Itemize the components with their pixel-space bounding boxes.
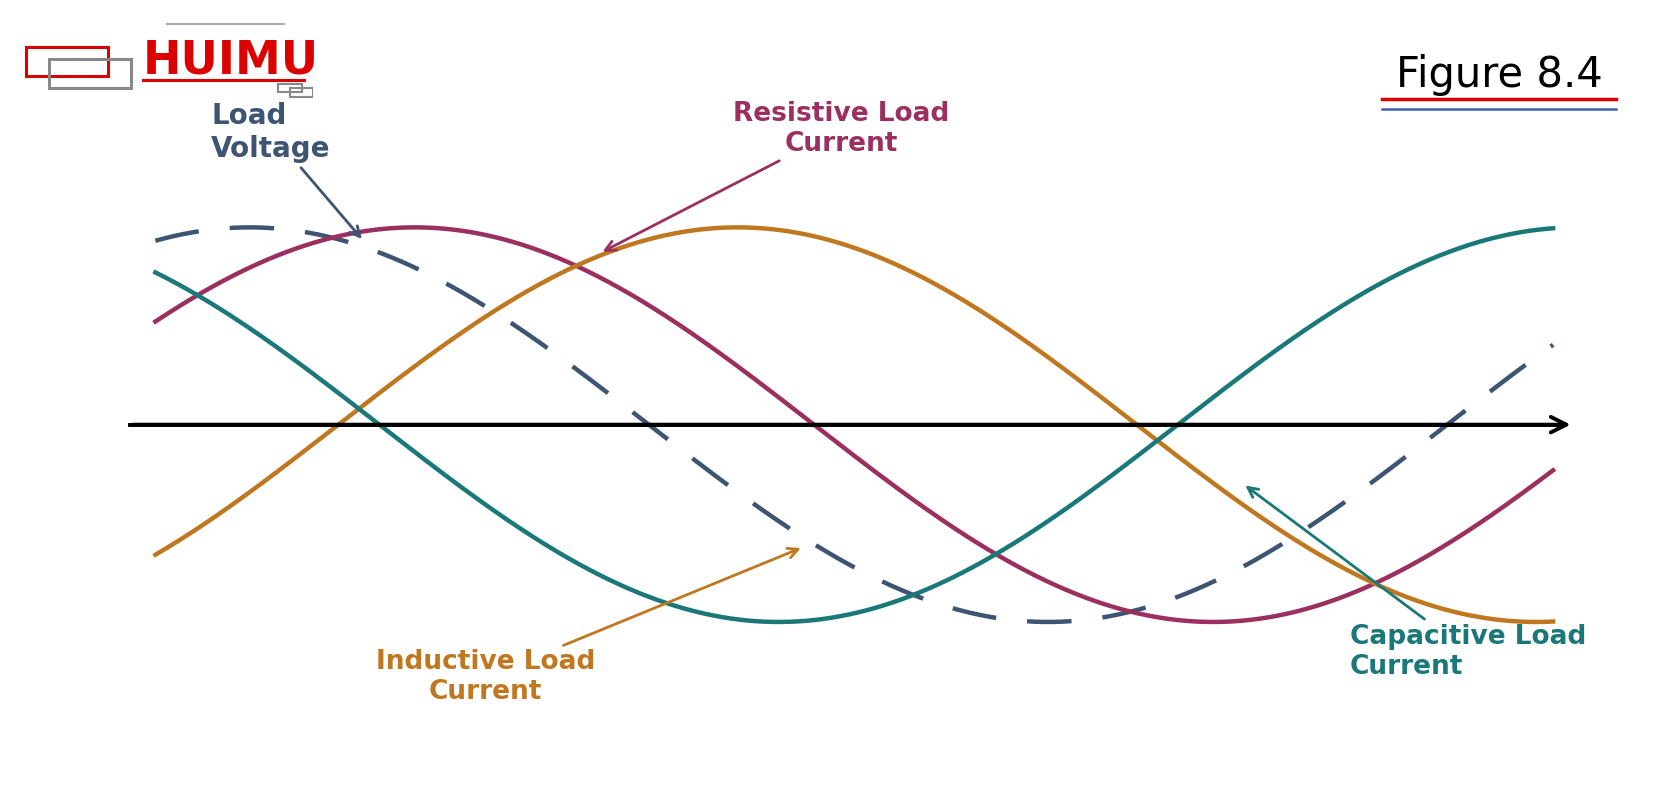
Text: Inductive Load
Current: Inductive Load Current bbox=[377, 549, 797, 705]
Text: HUIMU: HUIMU bbox=[144, 39, 320, 84]
Bar bbox=[27, 47, 107, 76]
Text: Load
Voltage: Load Voltage bbox=[211, 102, 360, 237]
Bar bbox=[290, 88, 313, 97]
Text: Capacitive Load
Current: Capacitive Load Current bbox=[1248, 488, 1586, 680]
Text: Resistive Load
Current: Resistive Load Current bbox=[605, 101, 950, 250]
Bar bbox=[50, 60, 132, 88]
Bar bbox=[278, 84, 302, 92]
Text: Figure 8.4: Figure 8.4 bbox=[1395, 55, 1603, 96]
